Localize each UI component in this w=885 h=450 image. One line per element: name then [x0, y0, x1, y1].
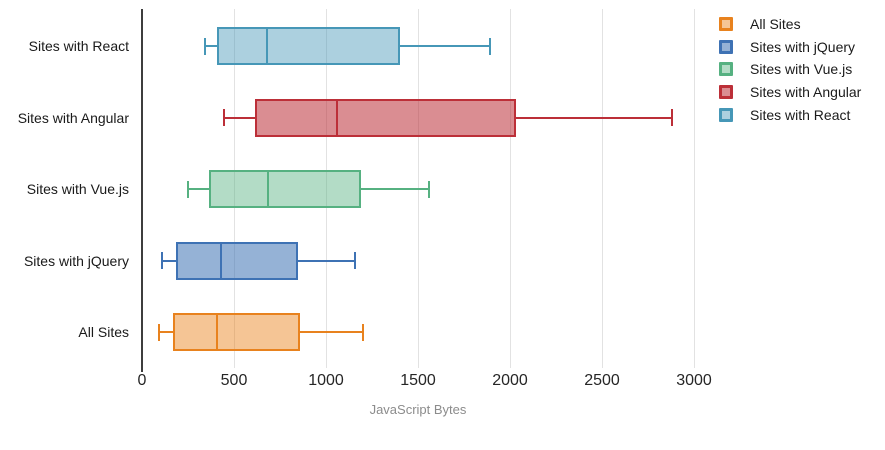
- whisker-cap-min-sites-with-angular: [222, 109, 225, 126]
- whisker-high-sites-with-react: [399, 45, 490, 47]
- legend-item-sites-with-react[interactable]: Sites with React: [719, 103, 861, 126]
- legend-item-sites-with-jquery[interactable]: Sites with jQuery: [719, 36, 861, 59]
- x-tick-label-0: 0: [137, 372, 147, 389]
- whisker-low-sites-with-jquery: [162, 259, 177, 262]
- whisker-low-sites-with-react: [204, 45, 218, 47]
- x-tick-label-500: 500: [220, 372, 248, 389]
- legend-label-sites-with-jquery: Sites with jQuery: [750, 38, 856, 55]
- legend: All Sites Sites with jQuery Sites with Vue…: [719, 13, 861, 126]
- y-axis-label-sites-with-react: Sites with React: [28, 38, 129, 54]
- whisker-cap-min-all-sites: [157, 323, 160, 341]
- gridline-2500: [601, 9, 603, 368]
- whisker-low-sites-with-vue-js: [188, 188, 210, 190]
- whisker-cap-max-sites-with-angular: [670, 109, 673, 126]
- x-tick-label-2500: 2500: [584, 372, 620, 389]
- whisker-cap-min-sites-with-vue-js: [187, 180, 189, 198]
- gridline-500: [233, 9, 235, 368]
- median-line-sites-with-react: [266, 27, 269, 65]
- x-axis-title: JavaScript Bytes: [369, 402, 467, 417]
- legend-swatch-all-sites: [719, 17, 733, 32]
- legend-label-sites-with-react: Sites with React: [750, 106, 851, 123]
- whisker-cap-max-sites-with-jquery: [354, 252, 357, 269]
- legend-label-all-sites: All Sites: [750, 16, 801, 33]
- legend-label-sites-with-vue-js: Sites with Vue.js: [750, 61, 853, 78]
- median-line-sites-with-angular: [336, 98, 339, 137]
- whisker-cap-max-all-sites: [361, 323, 364, 341]
- legend-item-sites-with-angular[interactable]: Sites with Angular: [719, 81, 861, 104]
- gridline-1000: [325, 9, 327, 368]
- y-axis-line: [141, 9, 143, 372]
- whisker-cap-max-sites-with-vue-js: [428, 180, 431, 198]
- whisker-high-sites-with-vue-js: [360, 188, 430, 190]
- whisker-high-all-sites: [300, 331, 363, 333]
- gridline-3000: [693, 9, 695, 368]
- median-line-sites-with-vue-js: [267, 170, 270, 208]
- box-sites-with-react: [217, 27, 400, 65]
- legend-label-sites-with-angular: Sites with Angular: [750, 84, 862, 101]
- box-all-sites: [173, 313, 301, 351]
- legend-item-all-sites[interactable]: All Sites: [719, 13, 861, 36]
- y-axis-label-sites-with-jquery: Sites with jQuery: [23, 252, 129, 269]
- x-tick-label-3000: 3000: [676, 372, 712, 389]
- legend-item-sites-with-vue-js[interactable]: Sites with Vue.js: [719, 58, 861, 81]
- median-line-sites-with-jquery: [220, 241, 223, 280]
- x-tick-label-2000: 2000: [492, 372, 528, 389]
- whisker-high-sites-with-angular: [515, 116, 672, 119]
- whisker-cap-min-sites-with-jquery: [161, 252, 164, 269]
- box-sites-with-vue-js: [209, 170, 361, 208]
- whisker-cap-max-sites-with-react: [488, 37, 491, 55]
- legend-swatch-sites-with-angular: [719, 85, 733, 100]
- whisker-low-all-sites: [158, 331, 174, 333]
- x-tick-label-1500: 1500: [400, 372, 436, 389]
- legend-swatch-sites-with-jquery: [719, 39, 733, 54]
- y-axis-label-sites-with-vue-js: Sites with Vue.js: [26, 181, 129, 197]
- y-axis-label-sites-with-angular: Sites with Angular: [17, 109, 129, 126]
- box-sites-with-jquery: [176, 241, 299, 280]
- whisker-low-sites-with-angular: [223, 116, 256, 119]
- y-axis-label-all-sites: All Sites: [78, 324, 129, 340]
- gridline-2000: [509, 9, 511, 368]
- median-line-all-sites: [216, 313, 219, 351]
- legend-swatch-sites-with-react: [719, 107, 733, 122]
- whisker-high-sites-with-jquery: [298, 259, 356, 262]
- legend-swatch-sites-with-vue-js: [719, 62, 733, 77]
- x-tick-label-1000: 1000: [308, 372, 344, 389]
- box-sites-with-angular: [255, 98, 516, 137]
- whisker-cap-min-sites-with-react: [203, 37, 206, 55]
